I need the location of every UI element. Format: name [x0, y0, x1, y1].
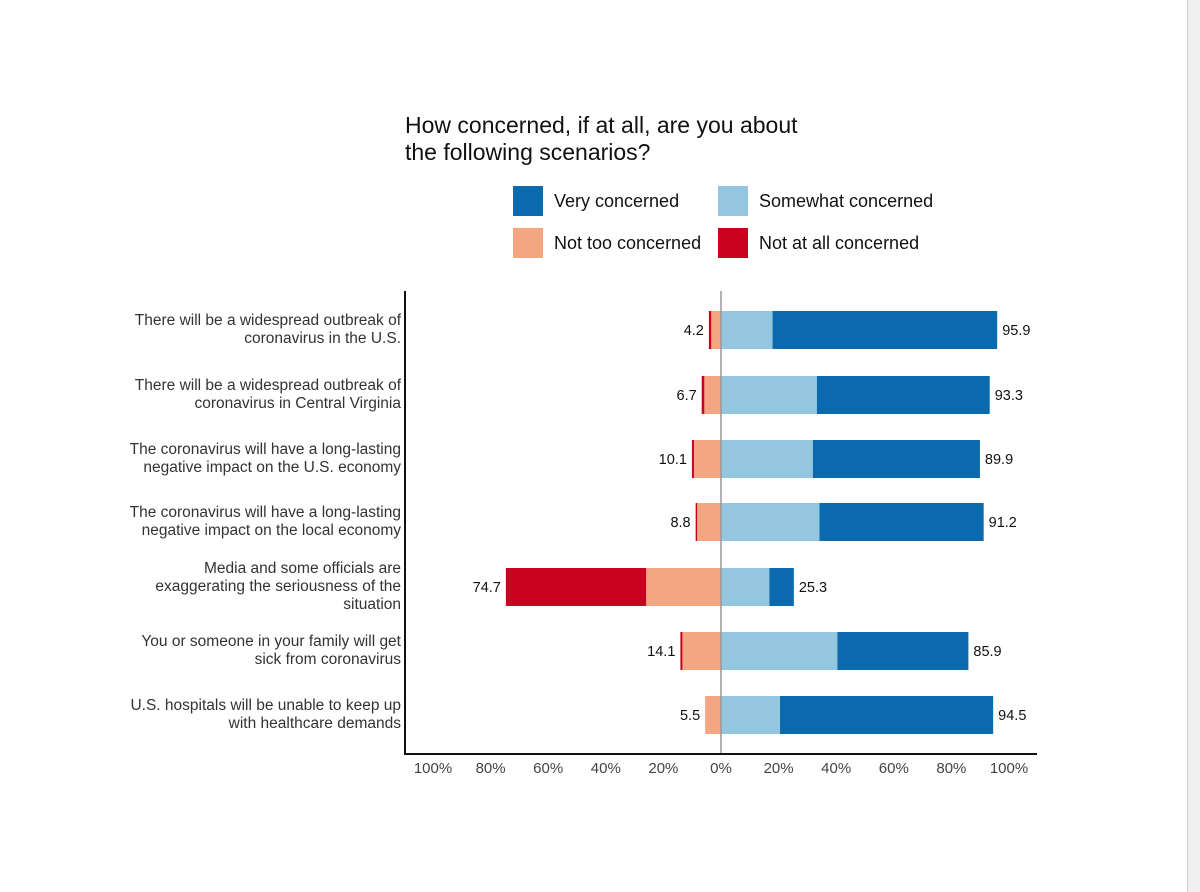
bar-not-too-concerned-3 [693, 440, 721, 478]
category-label-1-line-2: coronavirus in the U.S. [244, 330, 401, 347]
category-label-5-line-2: exaggerating the seriousness of the [155, 578, 401, 595]
category-label-3-line-2: negative impact on the U.S. economy [143, 459, 401, 476]
bar-somewhat-concerned-4 [721, 503, 820, 541]
x-tick-label-7: 20% [764, 760, 794, 777]
legend-item-not-too-concerned: Not too concerned [513, 228, 701, 258]
data-label-positive-1: 95.9 [1002, 323, 1030, 339]
category-label-7: U.S. hospitals will be unable to keep up… [71, 697, 401, 733]
window-edge-line [1187, 0, 1188, 892]
bar-somewhat-concerned-7 [721, 696, 781, 734]
data-label-positive-7: 94.5 [998, 708, 1026, 724]
data-label-negative-3: 10.1 [659, 452, 687, 468]
x-tick-label-6: 0% [710, 760, 732, 777]
data-label-positive-5: 25.3 [799, 580, 827, 596]
chart-title-line-2: the following scenarios? [405, 139, 651, 165]
category-label-1-line-1: There will be a widespread outbreak of [134, 312, 401, 329]
bar-very-concerned-2 [816, 376, 990, 414]
category-label-5-line-3: situation [343, 596, 401, 613]
category-label-2-line-2: coronavirus in Central Virginia [194, 395, 401, 412]
data-label-positive-3: 89.9 [985, 452, 1013, 468]
category-label-7-line-2: with healthcare demands [228, 715, 401, 732]
category-label-5-line-1: Media and some officials are [203, 560, 401, 577]
category-label-3-line-1: The coronavirus will have a long-lasting [129, 441, 401, 458]
bar-somewhat-concerned-6 [721, 632, 838, 670]
bar-not-at-all-concerned-4 [695, 503, 698, 541]
bar-not-too-concerned-2 [704, 376, 721, 414]
category-label-2-line-1: There will be a widespread outbreak of [134, 377, 401, 394]
data-label-positive-4: 91.2 [989, 515, 1017, 531]
x-tick-label-1: 100% [414, 760, 452, 777]
legend-swatch-not-at-all-concerned [718, 228, 748, 258]
bar-very-concerned-7 [780, 696, 994, 734]
x-tick-label-2: 80% [476, 760, 506, 777]
bar-not-at-all-concerned-3 [691, 440, 694, 478]
bar-very-concerned-6 [837, 632, 969, 670]
category-label-4-line-1: The coronavirus will have a long-lasting [129, 504, 401, 521]
data-label-positive-6: 85.9 [973, 644, 1001, 660]
category-label-4-line-2: negative impact on the local economy [141, 522, 401, 539]
legend-item-very-concerned: Very concerned [513, 186, 679, 216]
data-label-positive-2: 93.3 [995, 388, 1023, 404]
legend-swatch-somewhat-concerned [718, 186, 748, 216]
legend-swatch-very-concerned [513, 186, 543, 216]
data-label-negative-7: 5.5 [680, 708, 700, 724]
bar-somewhat-concerned-5 [721, 568, 770, 606]
category-label-6-line-1: You or someone in your family will get [141, 633, 401, 650]
x-tick-label-9: 60% [879, 760, 909, 777]
chart-title-line-1: How concerned, if at all, are you about [405, 112, 798, 138]
x-tick-label-11: 100% [990, 760, 1028, 777]
legend-label-somewhat-concerned: Somewhat concerned [759, 190, 934, 211]
data-label-negative-6: 14.1 [647, 644, 675, 660]
bar-not-too-concerned-6 [682, 632, 721, 670]
bar-very-concerned-5 [769, 568, 794, 606]
bar-somewhat-concerned-3 [721, 440, 813, 478]
category-label-3: The coronavirus will have a long-lasting… [71, 441, 401, 477]
bar-very-concerned-4 [819, 503, 984, 541]
category-label-7-line-1: U.S. hospitals will be unable to keep up [130, 697, 401, 714]
legend-label-not-too-concerned: Not too concerned [554, 232, 702, 253]
category-label-5: Media and some officials are exaggerating… [71, 560, 401, 614]
data-label-negative-4: 8.8 [670, 515, 690, 531]
x-tick-label-8: 40% [821, 760, 851, 777]
x-tick-label-10: 80% [936, 760, 966, 777]
bar-very-concerned-1 [772, 311, 998, 349]
bar-not-at-all-concerned-5 [505, 568, 647, 606]
data-label-negative-2: 6.7 [677, 388, 697, 404]
bar-not-at-all-concerned-6 [680, 632, 683, 670]
x-tick-label-4: 40% [591, 760, 621, 777]
chart-title: How concerned, if at all, are you about … [405, 112, 925, 166]
legend-swatch-not-too-concerned [513, 228, 543, 258]
bar-very-concerned-3 [812, 440, 980, 478]
legend-item-somewhat-concerned: Somewhat concerned [718, 186, 933, 216]
bar-somewhat-concerned-1 [721, 311, 773, 349]
category-label-6: You or someone in your family will get si… [71, 633, 401, 669]
category-label-6-line-2: sick from coronavirus [254, 651, 401, 668]
data-label-negative-1: 4.2 [684, 323, 704, 339]
bar-not-too-concerned-5 [646, 568, 721, 606]
category-label-1: There will be a widespread outbreak of co… [71, 312, 401, 348]
x-tick-label-3: 60% [533, 760, 563, 777]
x-tick-label-5: 20% [648, 760, 678, 777]
bar-not-at-all-concerned-1 [708, 311, 712, 349]
legend-label-very-concerned: Very concerned [554, 190, 680, 211]
window-edge [1188, 0, 1200, 892]
category-label-4: The coronavirus will have a long-lasting… [71, 504, 401, 540]
category-label-2: There will be a widespread outbreak of co… [71, 377, 401, 413]
legend-item-not-at-all-concerned: Not at all concerned [718, 228, 919, 258]
bar-not-too-concerned-4 [697, 503, 721, 541]
bar-somewhat-concerned-2 [721, 376, 817, 414]
bar-not-too-concerned-7 [705, 696, 721, 734]
bar-not-too-concerned-1 [711, 311, 721, 349]
bar-not-at-all-concerned-2 [701, 376, 705, 414]
data-label-negative-5: 74.7 [473, 580, 501, 596]
legend-label-not-at-all-concerned: Not at all concerned [759, 232, 920, 253]
